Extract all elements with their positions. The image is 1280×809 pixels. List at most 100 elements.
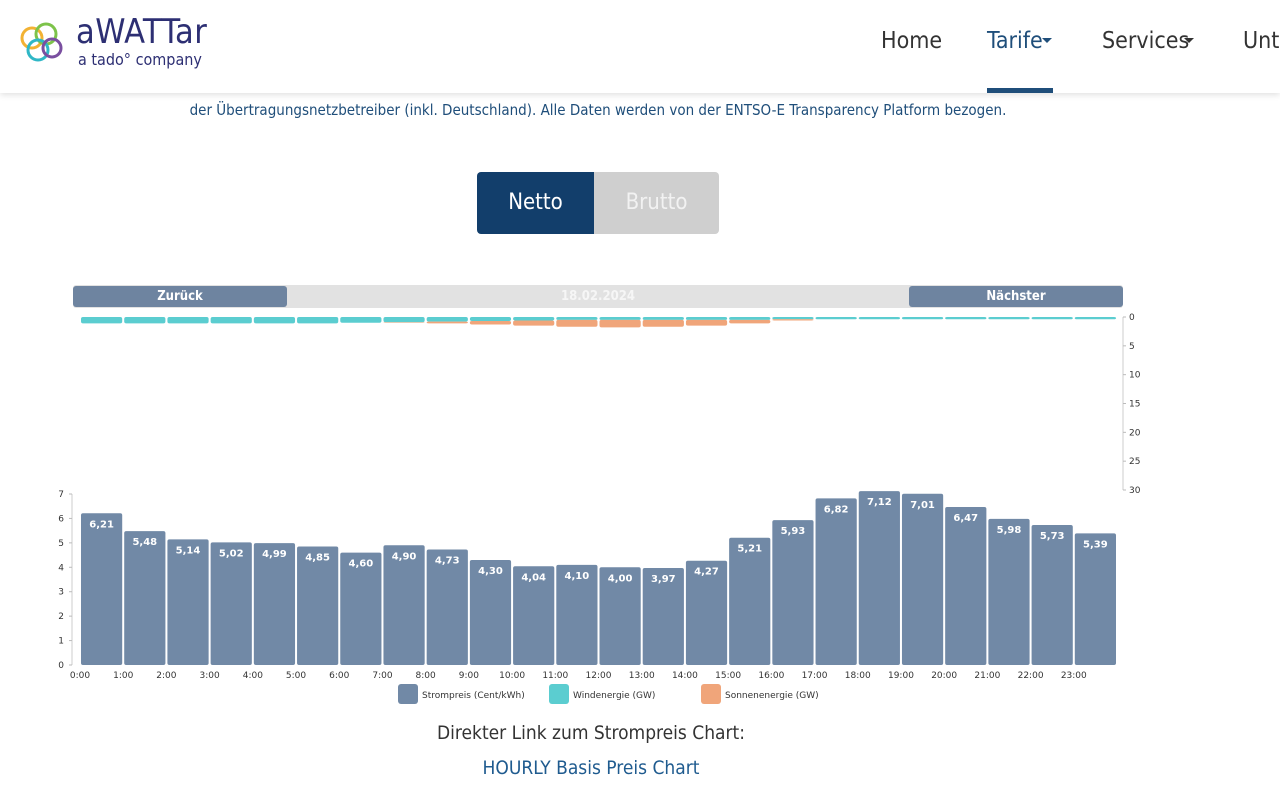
value-label: 5,02	[219, 548, 244, 559]
value-label: 4,73	[435, 555, 460, 566]
wind-bar	[513, 317, 555, 321]
wind-bar	[340, 317, 382, 323]
value-label: 4,85	[305, 553, 330, 564]
value-label: 4,99	[262, 549, 287, 560]
wind-bar	[685, 317, 728, 320]
value-label: 6,47	[953, 513, 978, 524]
price-bar	[513, 566, 555, 665]
y-tick-label: 3	[58, 588, 64, 598]
wind-bar	[1031, 317, 1073, 320]
y-tick-label: 2	[58, 612, 64, 622]
y-tick-label: 7	[58, 490, 64, 500]
chart: 0 1 2 3 4 5 6 7 0 5 10 15 20 25 30 0:00 6,21 1:00 5,48 2:00…	[58, 313, 1141, 704]
logo-title: aWATTar	[76, 12, 208, 52]
date-label: 18.02.2024	[561, 289, 635, 304]
legend-swatch	[398, 684, 418, 704]
date-bar	[73, 285, 1123, 308]
value-label: 5,14	[176, 545, 201, 556]
price-bar	[599, 567, 641, 665]
price-bar	[815, 498, 857, 665]
price-bar	[253, 543, 296, 665]
toggle-brutto[interactable]: Brutto	[594, 172, 719, 234]
y-tick-label: 0	[58, 661, 64, 671]
x-tick-label: 22:00	[1018, 671, 1044, 681]
wind-bar	[858, 317, 900, 320]
intro-text: der Übertragungsnetzbetreiber (inkl. Deu…	[189, 101, 1007, 119]
value-label: 7,01	[910, 500, 935, 511]
y-tick-label: 6	[58, 514, 64, 524]
y-tick-label: 1	[58, 637, 64, 647]
wind-bar	[815, 317, 857, 320]
wind-bar	[253, 317, 296, 324]
logo-subtitle: a tado° company	[78, 50, 202, 69]
value-label: 4,90	[392, 551, 417, 562]
x-tick-label: 14:00	[672, 671, 698, 681]
price-bar	[1074, 533, 1116, 665]
x-tick-label: 6:00	[329, 671, 349, 681]
wind-bar	[469, 317, 512, 322]
prev-button[interactable]: Zurück	[73, 286, 287, 307]
y2-tick-label: 10	[1129, 371, 1141, 381]
wind-bar	[210, 317, 252, 324]
y2-tick-label: 25	[1129, 457, 1140, 467]
x-tick-label: 21:00	[974, 671, 1000, 681]
value-label: 4,27	[694, 567, 719, 578]
solar-bar	[599, 319, 641, 328]
value-label: 6,21	[89, 519, 114, 530]
value-label: 4,60	[349, 559, 374, 570]
price-bar	[426, 549, 468, 665]
y2-tick-label: 0	[1129, 313, 1135, 323]
next-button[interactable]: Nächster	[909, 286, 1123, 307]
price-bar	[901, 493, 944, 665]
x-tick-label: 10:00	[499, 671, 525, 681]
chart-link[interactable]: HOURLY Basis Preis Chart	[482, 757, 700, 779]
legend-label: Windenergie (GW)	[573, 691, 655, 701]
wind-bar	[383, 317, 425, 323]
price-bar	[124, 531, 166, 665]
wind-bar	[297, 317, 339, 324]
solar-bar	[426, 321, 468, 324]
price-bar	[945, 506, 987, 665]
x-tick-label: 4:00	[243, 671, 263, 681]
legend-label: Strompreis (Cent/kWh)	[422, 691, 525, 701]
nav-link[interactable]: Services	[1102, 28, 1190, 54]
solar-bar	[729, 319, 771, 324]
x-tick-label: 23:00	[1061, 671, 1087, 681]
wind-bar	[772, 317, 814, 320]
y2-tick-label: 30	[1129, 486, 1141, 496]
wind-bar	[945, 317, 987, 320]
x-tick-label: 17:00	[802, 671, 828, 681]
legend-label: Sonnenenergie (GW)	[725, 691, 819, 701]
wind-bar	[901, 317, 944, 320]
price-bar	[297, 546, 339, 665]
x-tick-label: 20:00	[931, 671, 957, 681]
y-tick-label: 5	[58, 539, 64, 549]
solar-bar	[383, 322, 425, 323]
x-tick-label: 0:00	[70, 671, 90, 681]
price-bar	[642, 568, 684, 665]
footer-text: Direkter Link zum Strompreis Chart:	[437, 722, 745, 744]
nav-link[interactable]: Unte	[1243, 28, 1280, 54]
value-label: 7,12	[867, 497, 892, 508]
toggle-netto[interactable]: Netto	[477, 172, 594, 234]
y2-tick-label: 20	[1129, 428, 1141, 438]
price-bar	[167, 539, 209, 665]
x-tick-label: 19:00	[888, 671, 914, 681]
active-indicator	[987, 88, 1053, 93]
price-bar	[469, 559, 512, 665]
price-bar	[81, 513, 123, 665]
nav-link[interactable]: Tarife	[987, 28, 1043, 54]
wind-bar	[1074, 317, 1116, 320]
price-bar	[858, 491, 900, 665]
value-label: 4,04	[521, 572, 546, 583]
price-bar	[340, 552, 382, 665]
value-label: 5,73	[1040, 531, 1065, 542]
wind-bar	[124, 317, 166, 324]
solar-bar	[772, 319, 814, 321]
x-tick-label: 9:00	[459, 671, 479, 681]
wind-bar	[642, 317, 684, 320]
nav-link[interactable]: Home	[881, 28, 943, 54]
caret	[1184, 38, 1194, 43]
wind-bar	[167, 317, 209, 324]
